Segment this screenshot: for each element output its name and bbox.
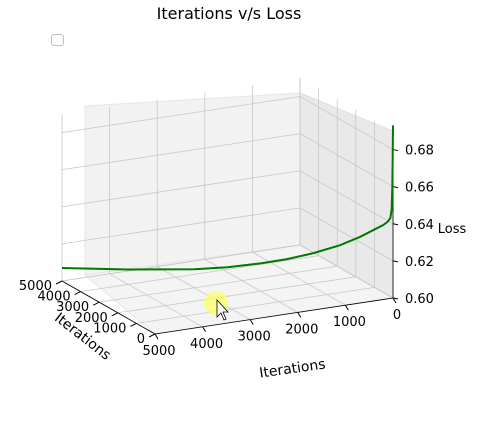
x-tick-label: 1000 bbox=[333, 315, 366, 330]
z-tick bbox=[392, 186, 399, 189]
x-tick bbox=[344, 304, 349, 311]
x-tick-label: 2000 bbox=[285, 322, 318, 337]
z-tick bbox=[392, 223, 399, 226]
x-tick bbox=[249, 319, 254, 325]
z-tick-label: 0.66 bbox=[405, 181, 434, 196]
z-gridline bbox=[61, 133, 394, 188]
z-gridline bbox=[61, 207, 394, 262]
x-axis-label: Iterations bbox=[258, 356, 326, 381]
z-tick bbox=[392, 260, 399, 263]
y-tick bbox=[74, 291, 81, 296]
z-tick-label: 0.64 bbox=[405, 218, 434, 233]
y-tick bbox=[92, 301, 100, 306]
x-tick-label: 5000 bbox=[142, 344, 175, 359]
back-pane-left bbox=[84, 92, 301, 276]
x-tick bbox=[297, 312, 302, 318]
y-tick-label: 1000 bbox=[93, 321, 126, 336]
x-axis-line bbox=[154, 297, 394, 335]
chart-title: Iterations v/s Loss bbox=[156, 4, 302, 23]
y-tick-label: 4000 bbox=[38, 290, 71, 305]
y-tick-label: 3000 bbox=[56, 300, 89, 315]
y-tick bbox=[148, 333, 156, 338]
z-gridline bbox=[61, 170, 394, 225]
y-tick-label: 2000 bbox=[75, 311, 108, 326]
z-axis-label: Loss bbox=[438, 222, 467, 237]
y-tick bbox=[111, 312, 119, 317]
x-tick bbox=[154, 333, 159, 340]
cursor-pointer-icon bbox=[216, 298, 229, 321]
y-tick bbox=[130, 322, 137, 327]
x-tick-label: 3000 bbox=[238, 330, 271, 345]
z-tick-label: 0.68 bbox=[405, 144, 434, 159]
z-gridline bbox=[61, 96, 394, 150]
x-tick-label: 4000 bbox=[190, 337, 223, 352]
axes: 0100020003000400050000100020003000400050… bbox=[19, 131, 434, 359]
y-axis-line bbox=[61, 280, 156, 335]
series-layer bbox=[61, 125, 394, 271]
x-tick-label: 0 bbox=[393, 308, 401, 323]
y-tick bbox=[55, 280, 63, 285]
legend bbox=[51, 34, 64, 46]
x-tick bbox=[392, 297, 397, 304]
x-tick bbox=[202, 326, 207, 333]
y-tick-label: 5000 bbox=[19, 279, 52, 294]
z-tick bbox=[392, 149, 399, 152]
z-tick-label: 0.60 bbox=[405, 292, 434, 307]
y-tick-label: 0 bbox=[137, 332, 145, 347]
z-tick-label: 0.62 bbox=[405, 255, 434, 270]
z-tick bbox=[392, 297, 399, 300]
series-line bbox=[61, 125, 394, 271]
